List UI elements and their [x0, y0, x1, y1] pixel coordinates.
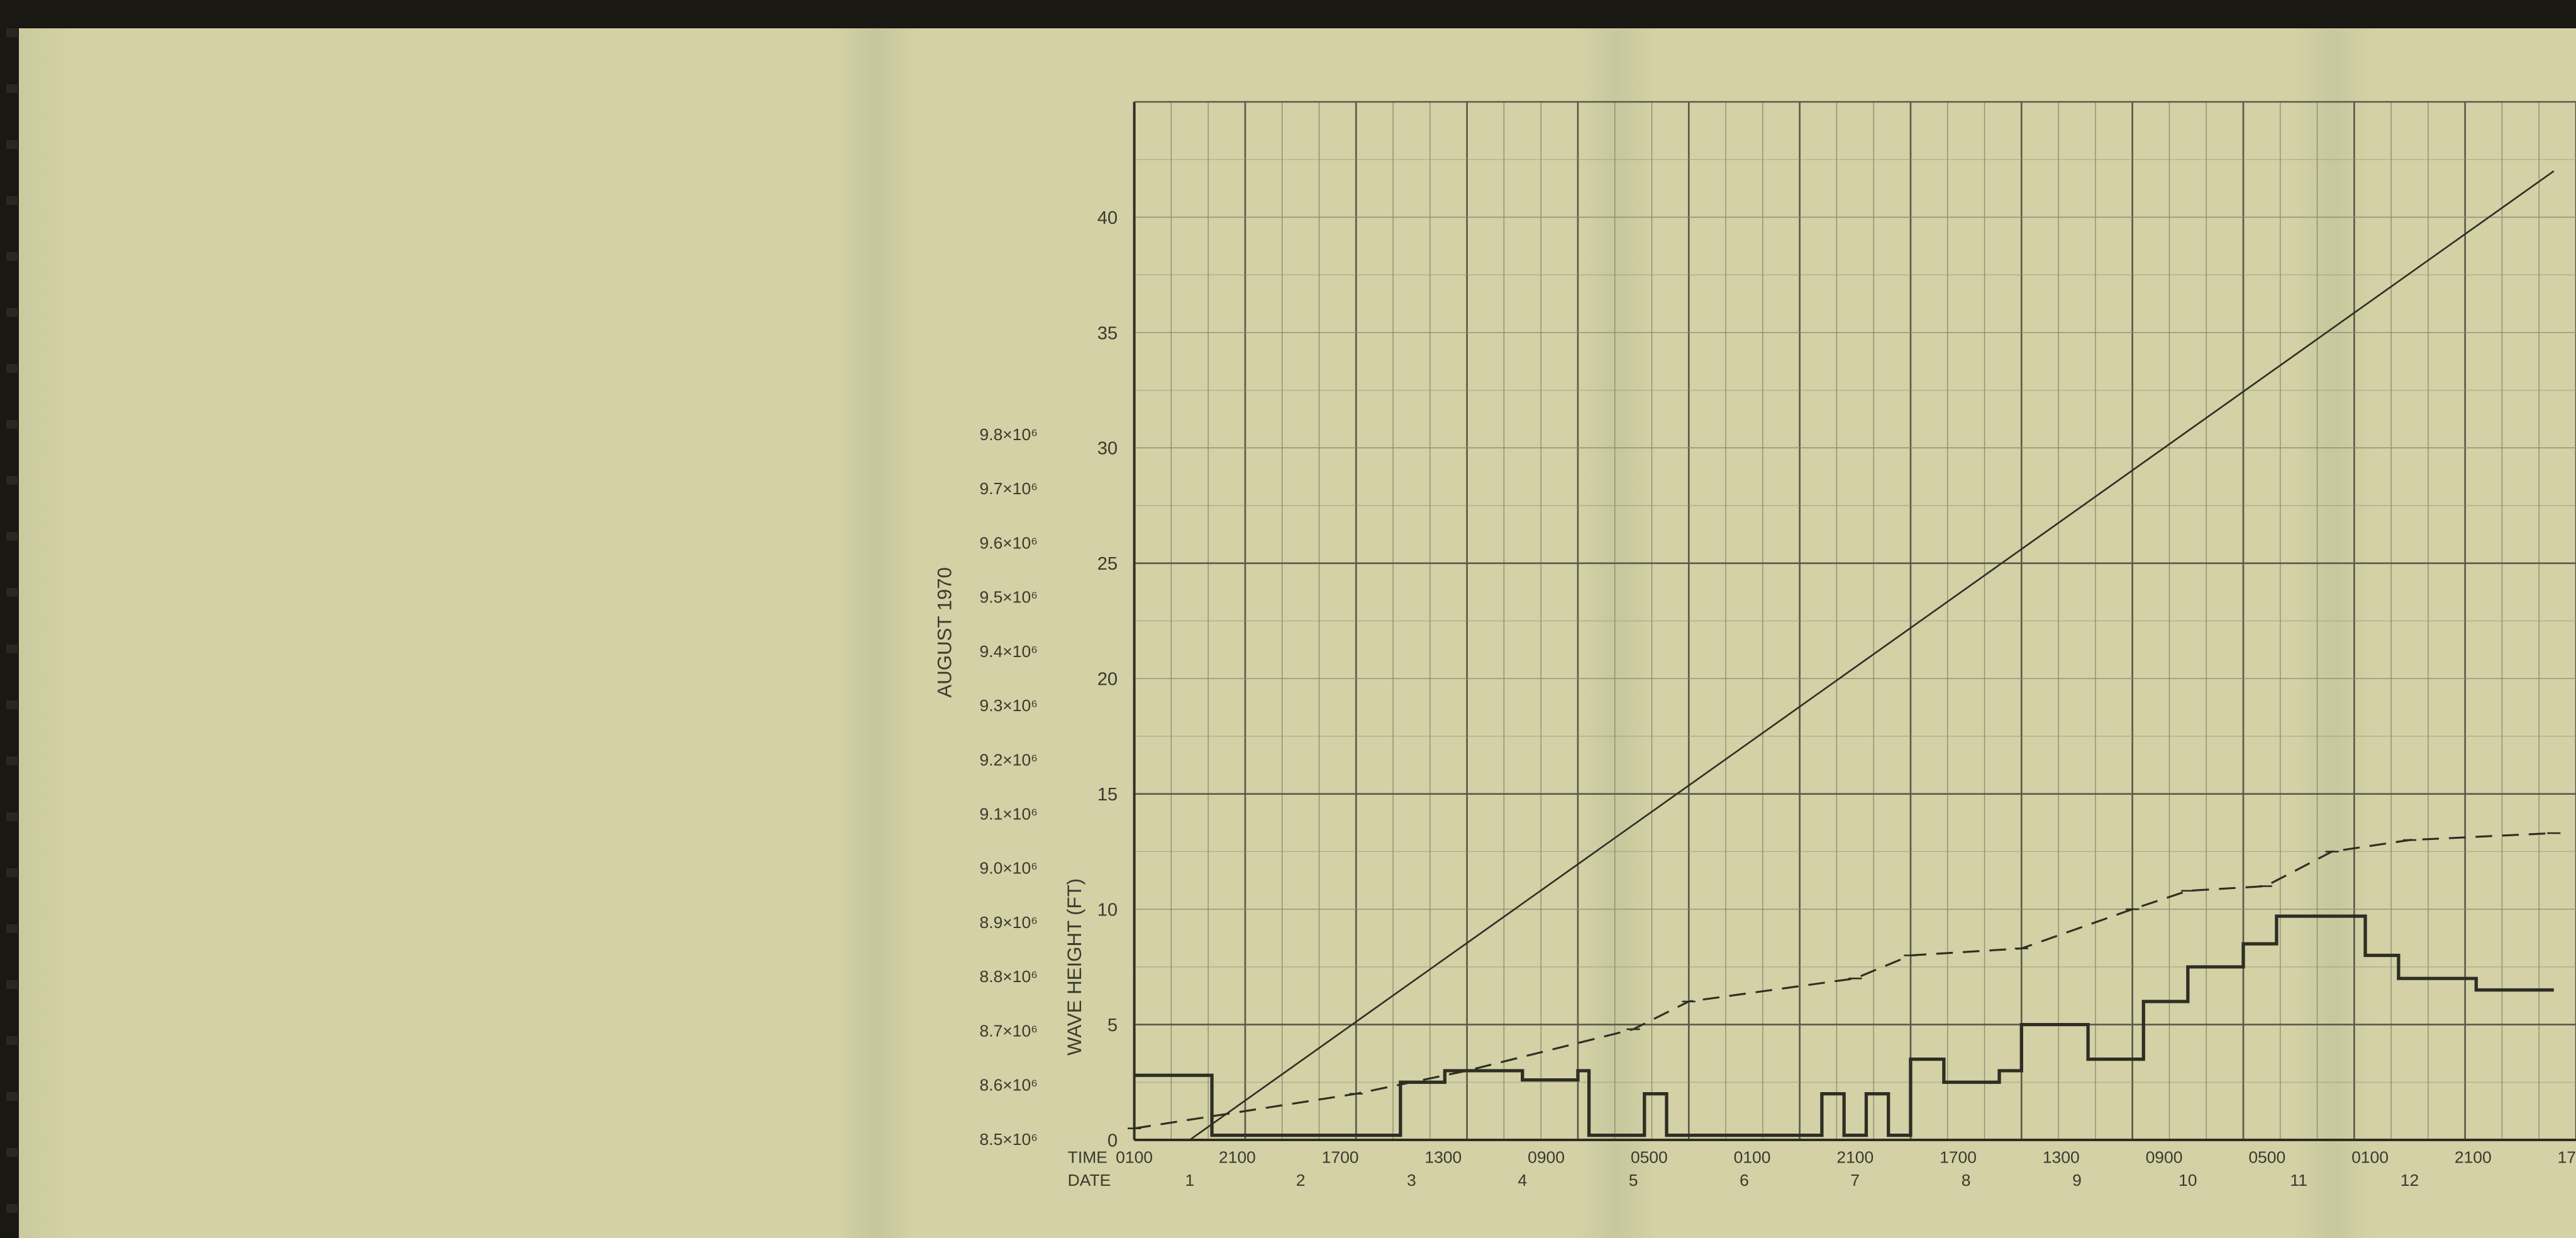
- y-tick-label: 25: [1097, 554, 1118, 574]
- x-date-tick: 11: [2290, 1171, 2307, 1190]
- y-tick-label: 10: [1097, 900, 1118, 920]
- y-axis-label-date: AUGUST 1970: [933, 567, 955, 697]
- chart-container: 0510152025303540WAVE HEIGHT (FT)8.5×10⁶8…: [19, 28, 2576, 1238]
- binding-hole: [6, 700, 18, 709]
- binding-hole: [6, 28, 18, 37]
- binding-hole: [6, 644, 18, 653]
- x-date-tick: 7: [1850, 1171, 1860, 1190]
- x-date-tick: 4: [1518, 1171, 1527, 1190]
- series-step: [1135, 916, 2554, 1136]
- binding-hole: [6, 1148, 18, 1157]
- x-time-tick: 1700: [2558, 1148, 2576, 1167]
- x-date-tick: 1: [1185, 1171, 1194, 1190]
- binding-hole: [6, 364, 18, 373]
- wave-height-chart: 0510152025303540WAVE HEIGHT (FT)8.5×10⁶8…: [19, 28, 2576, 1238]
- y-tick-label: 35: [1097, 324, 1118, 344]
- binding-hole: [6, 1204, 18, 1213]
- binding-hole: [6, 588, 18, 597]
- y-left-tick: 8.7×10⁶: [980, 1022, 1038, 1041]
- binding-hole: [6, 532, 18, 541]
- x-time-tick: 1300: [2043, 1148, 2080, 1167]
- binding-hole: [6, 420, 18, 429]
- y-tick-label: 15: [1097, 785, 1118, 805]
- y-left-tick: 8.8×10⁶: [980, 967, 1038, 986]
- y-left-tick: 9.2×10⁶: [980, 750, 1038, 769]
- x-time-tick: 0100: [2351, 1148, 2389, 1167]
- x-date-tick: 2: [1296, 1171, 1306, 1190]
- x-date-tick: 3: [1407, 1171, 1416, 1190]
- x-time-tick: 2100: [1836, 1148, 1874, 1167]
- x-date-tick: 5: [1629, 1171, 1638, 1190]
- y-left-tick: 8.5×10⁶: [980, 1130, 1038, 1149]
- x-date-tick: 8: [1962, 1171, 1971, 1190]
- binding-hole: [6, 140, 18, 149]
- x-time-tick: 0900: [2146, 1148, 2183, 1167]
- binding-hole: [6, 476, 18, 485]
- x-time-tick: 0100: [1734, 1148, 1771, 1167]
- x-time-tick: 1700: [1940, 1148, 1977, 1167]
- y-left-tick: 8.9×10⁶: [980, 913, 1038, 932]
- y-axis-label-wave: WAVE HEIGHT (FT): [1063, 878, 1085, 1056]
- y-left-tick: 9.7×10⁶: [980, 479, 1038, 498]
- x-date-tick: 12: [2401, 1171, 2419, 1190]
- y-left-tick: 9.8×10⁶: [980, 425, 1038, 444]
- y-tick-label: 30: [1097, 439, 1118, 459]
- binding-hole: [6, 252, 18, 261]
- y-left-tick: 9.4×10⁶: [980, 642, 1038, 661]
- binding-hole: [6, 1036, 18, 1045]
- x-time-label: TIME: [1068, 1148, 1108, 1167]
- y-left-tick: 9.0×10⁶: [980, 859, 1038, 878]
- x-time-tick: 2100: [2455, 1148, 2492, 1167]
- x-date-label: DATE: [1068, 1171, 1111, 1190]
- x-time-tick: 1700: [1322, 1148, 1359, 1167]
- x-date-tick: 6: [1740, 1171, 1749, 1190]
- y-tick-label: 40: [1097, 208, 1118, 228]
- binding-strip: [6, 28, 19, 1213]
- x-time-tick: 0500: [1631, 1148, 1668, 1167]
- binding-hole: [6, 1092, 18, 1101]
- x-time-tick: 0500: [2248, 1148, 2285, 1167]
- y-left-tick: 9.5×10⁶: [980, 588, 1038, 607]
- series-dashed: [1135, 833, 2554, 1129]
- binding-hole: [6, 980, 18, 989]
- binding-hole: [6, 812, 18, 821]
- x-date-tick: 9: [2072, 1171, 2082, 1190]
- binding-hole: [6, 308, 18, 317]
- y-left-tick: 9.1×10⁶: [980, 805, 1038, 824]
- series-diagonal: [1190, 171, 2554, 1140]
- x-date-tick: 10: [2179, 1171, 2197, 1190]
- y-tick-label: 5: [1108, 1015, 1118, 1036]
- binding-hole: [6, 756, 18, 765]
- binding-hole: [6, 84, 18, 93]
- binding-hole: [6, 868, 18, 877]
- y-left-tick: 9.6×10⁶: [980, 534, 1038, 553]
- x-time-tick: 1300: [1424, 1148, 1462, 1167]
- binding-hole: [6, 196, 18, 205]
- y-left-tick: 9.3×10⁶: [980, 696, 1038, 715]
- x-time-tick: 0900: [1528, 1148, 1565, 1167]
- paper-sheet: 0510152025303540WAVE HEIGHT (FT)8.5×10⁶8…: [19, 28, 2576, 1238]
- binding-hole: [6, 924, 18, 933]
- x-time-tick: 2100: [1219, 1148, 1256, 1167]
- y-tick-label: 20: [1097, 670, 1118, 690]
- x-time-tick: 0100: [1116, 1148, 1153, 1167]
- y-left-tick: 8.6×10⁶: [980, 1076, 1038, 1095]
